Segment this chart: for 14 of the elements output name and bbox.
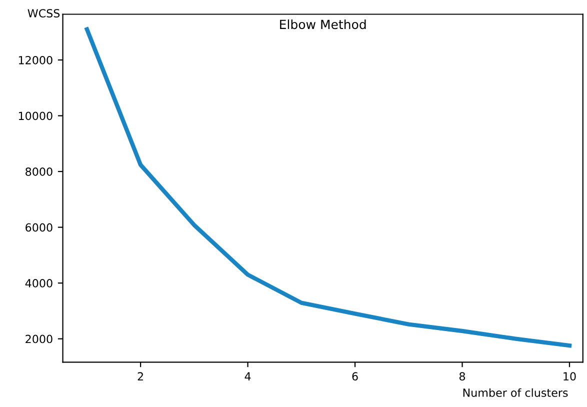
x-tick-label: 6: [352, 372, 358, 381]
y-tick-label: 2000: [26, 334, 52, 344]
x-axis-title: Number of clusters: [463, 388, 568, 397]
chart-title: Elbow Method: [280, 19, 366, 30]
y-tick-label: 12000: [18, 56, 52, 64]
y-tick-label: 6000: [26, 223, 52, 232]
y-tick-label: 4000: [25, 279, 52, 288]
x-tick-label: 10: [564, 372, 576, 381]
y-tick-label: 8000: [26, 167, 52, 176]
x-tick-label: 2: [138, 372, 143, 380]
x-tick-label: 4: [244, 372, 251, 380]
x-tick-label: 8: [459, 372, 466, 381]
y-axis-title: WCSS: [28, 9, 60, 18]
y-tick-label: 10000: [18, 112, 52, 120]
